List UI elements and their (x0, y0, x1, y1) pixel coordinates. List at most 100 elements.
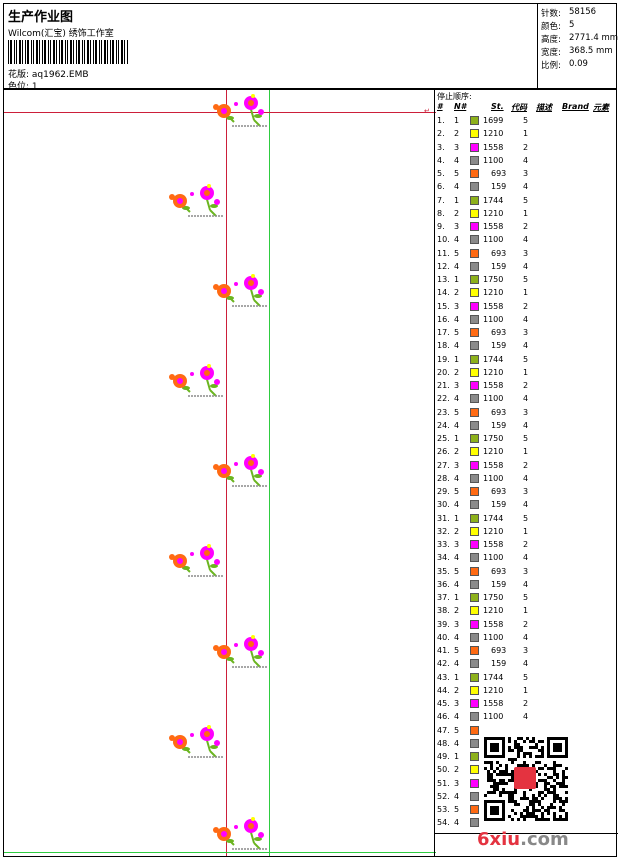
thread-code: 159 (491, 420, 507, 430)
thread-code: 693 (491, 566, 507, 576)
thread-symbol: 1 (523, 288, 529, 298)
stop-row: 31. 1 1744 5 (435, 513, 618, 526)
col-description: 描述 (536, 103, 552, 112)
stop-index: 33. (437, 540, 450, 549)
barcode-bar (65, 40, 66, 64)
thread-symbol: 4 (523, 659, 529, 669)
stop-index: 14. (437, 288, 450, 298)
barcode-bar (127, 40, 128, 64)
thread-code: 1558 (483, 699, 504, 708)
needle-number: 2 (454, 606, 460, 616)
stat-value: 2771.4 mm (569, 33, 619, 43)
watermark-text: 6xiu (477, 829, 521, 850)
color-swatch (470, 288, 479, 298)
color-swatch (470, 341, 479, 351)
stop-index: 51. (437, 778, 450, 788)
barcode-bar (124, 40, 125, 64)
design-file-label: 花版: aq1962.EMB (8, 70, 89, 80)
thread-symbol: 5 (523, 354, 529, 364)
color-swatch (470, 738, 479, 748)
stop-index: 4. (437, 155, 445, 165)
stop-row: 51. 3 (435, 778, 618, 791)
thread-code: 1558 (483, 540, 504, 549)
barcode-bar (104, 40, 106, 64)
thread-code: 1100 (483, 473, 504, 483)
stop-row: 37. 1 1750 5 (435, 592, 618, 605)
studio-subtitle: Wilcom(汇宝) 绣饰工作室 (8, 29, 114, 39)
thread-code: 1210 (483, 447, 504, 457)
col-code: 代码 (511, 103, 527, 112)
stop-index: 36. (437, 579, 450, 589)
stop-row: 8. 2 1210 1 (435, 208, 618, 221)
stop-index: 42. (437, 659, 450, 669)
thread-code: 1100 (483, 712, 504, 722)
color-swatch (470, 500, 479, 510)
thread-symbol: 4 (523, 261, 529, 271)
stat-value: 58156 (569, 7, 597, 17)
needle-number: 2 (454, 685, 460, 695)
thread-symbol: 3 (523, 646, 529, 655)
stop-sequence-panel: 停止顺序: # N# St. 代码 描述 Brand 元素 1. 1 1699 5 2.… (434, 89, 618, 857)
barcode-bar (112, 40, 114, 64)
barcode-bar (73, 40, 74, 64)
needle-number: 5 (454, 328, 460, 337)
thread-code: 159 (491, 500, 507, 510)
stat-row: 颜色: 5 (541, 20, 574, 32)
thread-symbol: 4 (523, 632, 529, 642)
thread-symbol: 5 (523, 593, 529, 602)
needle-number: 4 (454, 155, 460, 165)
flower-motif (213, 817, 268, 850)
color-swatch (470, 314, 479, 324)
needle-number: 1 (454, 752, 460, 761)
qr-code-image (484, 737, 568, 821)
barcode-bar (8, 40, 9, 64)
barcode-bar (10, 40, 12, 64)
needle-number: 1 (454, 513, 460, 523)
thread-symbol: 2 (523, 460, 529, 470)
needle-number: 4 (454, 341, 460, 351)
needle-number: 4 (454, 738, 460, 748)
stop-row: 12. 4 159 4 (435, 261, 618, 274)
page-title: 生产作业图 (8, 10, 74, 25)
thread-code: 1100 (483, 235, 504, 245)
watermark-domain: .com (520, 829, 569, 850)
color-swatch (470, 646, 479, 655)
barcode-bar (14, 40, 15, 64)
stop-index: 39. (437, 619, 450, 629)
thread-symbol: 1 (523, 129, 529, 139)
barcode-bar (70, 40, 72, 64)
needle-number: 1 (454, 195, 460, 205)
stop-index: 3. (437, 142, 445, 152)
barcode-bar (33, 40, 34, 64)
color-swatch (470, 354, 479, 364)
thread-code: 1210 (483, 526, 504, 536)
color-swatch (470, 235, 479, 245)
stop-index: 25. (437, 434, 450, 443)
thread-symbol: 1 (523, 367, 529, 377)
stop-index: 38. (437, 606, 450, 616)
needle-number: 3 (454, 381, 460, 390)
needle-number: 4 (454, 473, 460, 483)
stop-row: 45. 3 1558 2 (435, 698, 618, 711)
color-swatch (470, 765, 479, 775)
thread-code: 693 (491, 328, 507, 337)
stop-index: 44. (437, 685, 450, 695)
thread-symbol: 4 (523, 420, 529, 430)
thread-code: 1744 (483, 513, 504, 523)
color-swatch (470, 248, 479, 258)
color-swatch (470, 606, 479, 616)
stop-row: 34. 4 1100 4 (435, 552, 618, 565)
needle-number: 2 (454, 367, 460, 377)
stop-index: 50. (437, 765, 450, 775)
thread-symbol: 5 (523, 195, 529, 205)
thread-code: 693 (491, 169, 507, 178)
col-number: # (437, 102, 443, 111)
needle-number: 3 (454, 301, 460, 311)
stop-row: 11. 5 693 3 (435, 248, 618, 261)
needle-number: 1 (454, 116, 460, 125)
thread-symbol: 5 (523, 672, 529, 682)
thread-code: 1210 (483, 685, 504, 695)
needle-number: 4 (454, 420, 460, 430)
stop-row: 44. 2 1210 1 (435, 685, 618, 698)
stop-index: 17. (437, 328, 450, 337)
